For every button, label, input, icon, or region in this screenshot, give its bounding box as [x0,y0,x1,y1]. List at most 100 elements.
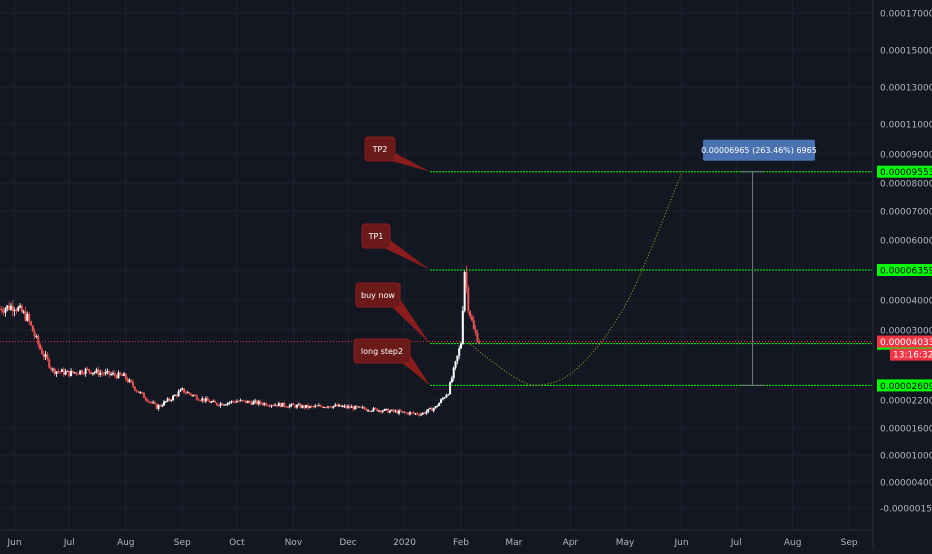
candle-body [137,391,140,393]
y-tick-label: 0.00007000 [880,208,932,218]
candle-body [46,354,49,360]
candle-body [28,314,31,322]
candle-body [141,392,144,394]
candle-body [199,400,202,402]
candle-body [95,369,98,373]
candle-body [476,332,479,343]
x-tick-label: Nov [285,538,303,548]
candle-body [163,401,165,406]
measure-tool[interactable]: 0.00006965 (263.46%) 6965 [701,139,817,386]
candle-body [117,372,120,379]
candle-body [352,406,355,410]
candle-body [310,406,313,408]
candle-body [35,335,38,337]
candle-body [245,400,247,403]
candle-body [281,402,284,407]
candle-body [294,405,297,408]
x-tick-label: Jun [7,538,22,548]
candle-body [286,406,289,408]
candle-body [19,305,22,308]
candle-body [268,405,271,407]
candle-body [175,395,178,397]
callout-pointer [380,240,431,270]
candle-body [214,400,217,403]
candle-body [0,308,1,310]
annotations[interactable]: TP2 TP1 buy now long step2 [353,136,431,386]
candle-body [39,344,42,350]
candle-body [159,405,162,407]
candle-body [301,405,304,408]
candle-body [4,308,7,313]
measure-box [703,139,815,161]
candle-body [66,370,69,372]
candle-body [456,355,459,362]
candle-body [232,401,235,403]
x-tick-label: 2020 [393,538,416,548]
candle-body [2,311,5,313]
candle-body [414,413,417,415]
candle-body [166,398,169,402]
time-axis[interactable]: Jun Jul Aug Sep Oct Nov Dec 2020 Feb Mar Apr May Jun… [0,529,872,548]
candle-body [181,388,184,390]
x-tick-label: Jul [63,538,75,548]
candle-body [416,413,419,415]
candle-body [274,404,277,406]
candle-body [106,370,109,372]
candle-body [470,316,473,321]
candle-body [192,395,195,397]
y-tick-label: -0.00000150 [880,505,932,515]
candle-body [44,354,47,357]
candle-body [203,398,206,402]
candle-body [430,407,433,411]
candle-body [121,374,124,376]
candle-body [99,372,102,375]
candle-body [50,367,53,370]
candle-body [343,405,346,407]
candle-body [381,410,384,413]
price-axis[interactable]: 0.00017000 0.00015000 0.00013000 0.00011000… [872,0,932,550]
projection-layer [468,173,682,386]
candle-body [81,370,83,374]
candle-body [20,305,23,313]
candle-body [241,400,244,402]
candle-body [405,412,408,414]
candle-body [419,414,422,416]
candle-body [113,373,116,376]
candle-body [317,405,320,407]
candle-body [91,372,94,374]
candle-body [452,367,455,379]
candle-body [314,405,317,407]
callout-text: buy now [361,291,395,300]
y-tick-label: 0.00002200 [880,397,932,407]
y-tick-label: 0.00000400 [880,479,932,489]
candle-body [359,406,362,408]
y-tick-label: 0.00006000 [880,237,932,247]
candle-body [403,411,406,413]
candle-body [407,412,410,415]
candle-body [148,401,151,403]
candle-body [48,359,51,368]
candle-body [350,406,353,408]
current-price-badge [877,335,932,348]
candle-body [463,272,466,311]
candle-body [432,408,435,411]
candle-body [204,398,207,402]
candle-body [111,373,114,375]
candle-body [77,373,80,375]
level-price-badge [877,165,932,178]
candle-body [217,405,220,407]
candle-body [57,371,60,373]
candle-body [186,392,189,394]
candle-body [290,403,293,406]
candle-body [29,321,32,326]
projection-curve [468,173,682,386]
candle-body [421,412,424,415]
candle-body [261,403,264,405]
candle-body [8,305,11,310]
candle-body [13,309,16,312]
x-tick-label: Oct [229,538,245,548]
candle-body [425,411,428,414]
candle-body [97,369,100,375]
